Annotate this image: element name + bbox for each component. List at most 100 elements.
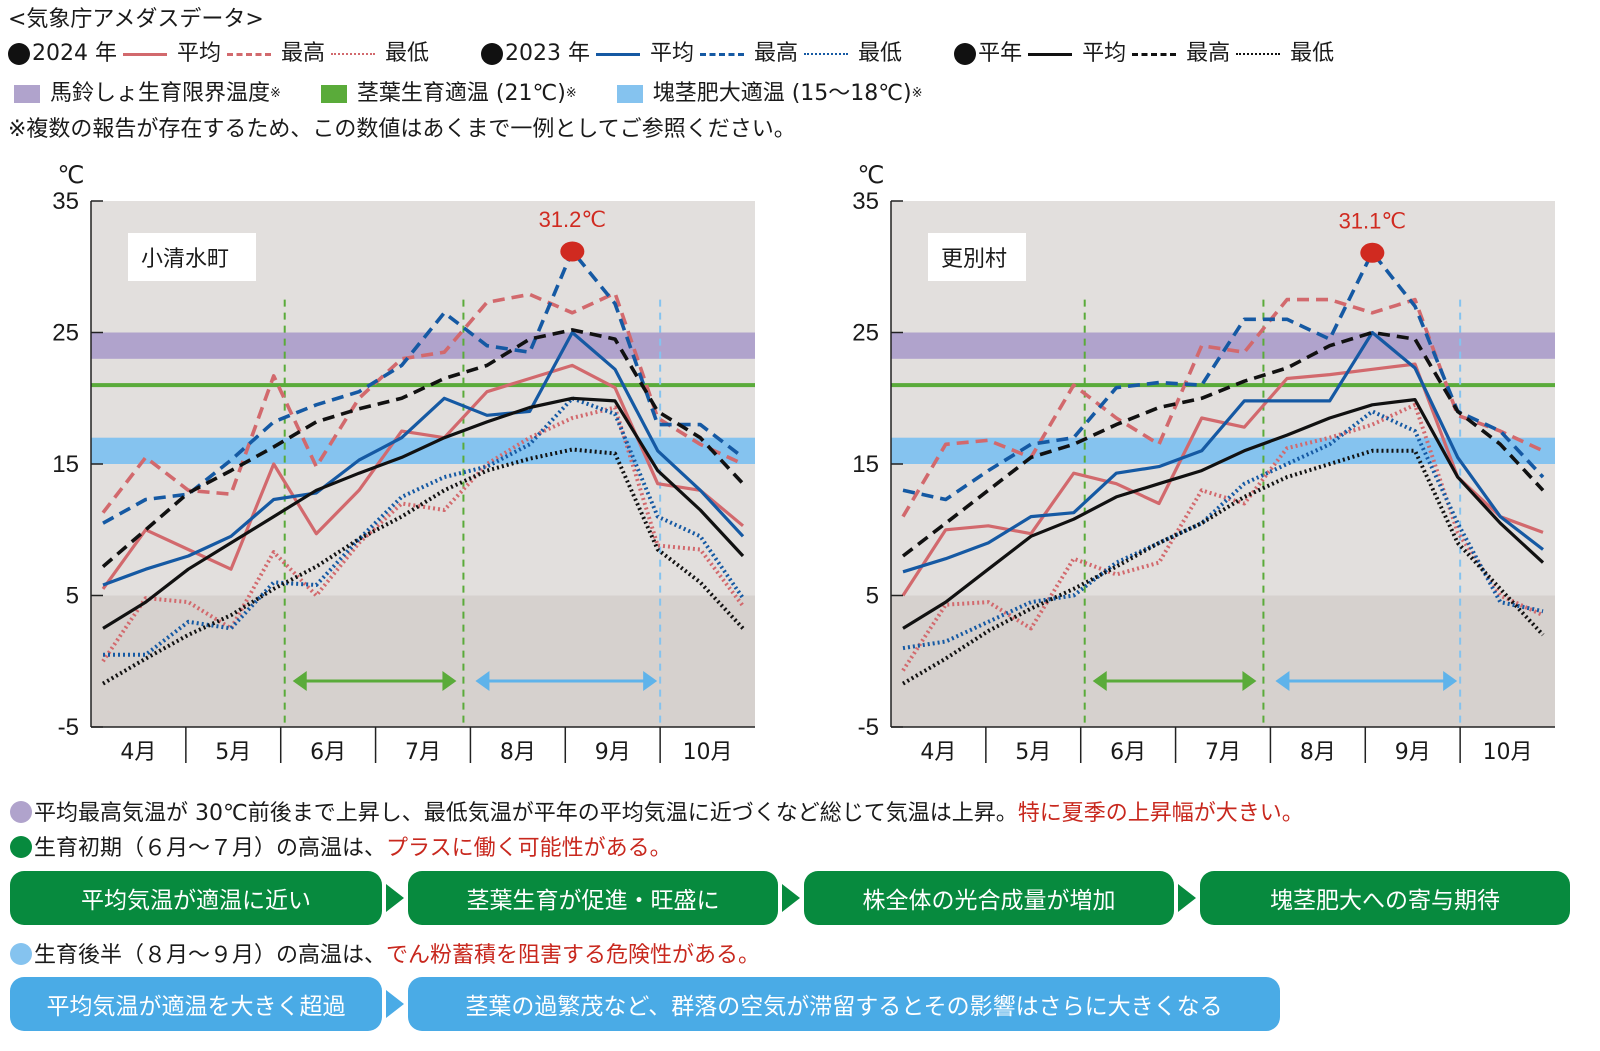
footnote-mark: ※ — [270, 86, 281, 101]
x-tick-label: 10月 — [1483, 740, 1533, 765]
arrowhead-right-icon — [1443, 670, 1458, 691]
flow-box: 茎葉生育が促進・旺盛に — [408, 871, 778, 925]
note-highlight: 特に夏季の上昇幅が大きい。 — [1017, 801, 1304, 826]
y-tick-label: 25 — [52, 320, 79, 347]
series-line-平年-平均 — [902, 398, 1545, 630]
y-tick-label: 5 — [866, 583, 879, 610]
purple-bullet-icon — [10, 801, 32, 823]
series-line-平年-最高 — [901, 330, 1545, 558]
x-tick-label: 6月 — [1110, 740, 1146, 765]
line-foliage-optimum — [891, 383, 1555, 388]
y-axis-unit: ℃ — [858, 162, 885, 189]
arrowhead-left-icon — [475, 670, 490, 691]
legend-group-2023: 2023 年 平均 最高 最低 — [481, 40, 902, 68]
footnote: ※複数の報告が存在するため、この数値はあくまで一例としてご参照ください。 — [8, 117, 796, 142]
series-line-2023-平均 — [102, 330, 745, 587]
arrowhead-left-icon — [1092, 670, 1107, 691]
flow-box: 茎葉の過繁茂など、群落の空気が滞留するとその影響はさらに大きくなる — [408, 977, 1280, 1031]
legend-label-min: 最低 — [1290, 41, 1335, 66]
band-legend: 馬鈴しょ生育限界温度 ※ 茎葉生育適温 (21℃) ※ 塊茎肥大適温 (15〜18℃… — [14, 80, 938, 108]
plot-bg-lower — [91, 595, 755, 727]
band-label: 馬鈴しょ生育限界温度 — [50, 81, 271, 106]
note-text: 生育初期（６月〜７月）の高温は、 — [34, 836, 387, 861]
x-tick-label: 7月 — [405, 740, 441, 765]
y-tick-label: -5 — [58, 714, 79, 741]
legend-year: 平年 — [978, 41, 1023, 66]
dashed-line-swatch — [700, 52, 745, 56]
x-tick-label: 5月 — [1015, 740, 1051, 765]
arrowhead-right-icon — [643, 670, 658, 691]
flow-late: 平均気温が適温を大きく超過 茎葉の過繁茂など、群落の空気が滞留するとその影響はさ… — [10, 977, 1280, 1031]
note-highlight: でん粉蓄積を阻害する危険性がある。 — [386, 943, 761, 968]
legend-label-avg: 平均 — [1082, 41, 1127, 66]
legend-year: 2024 年 — [32, 41, 117, 66]
series-line-2023-最高 — [902, 250, 1545, 502]
arrowhead-left-icon — [1275, 670, 1290, 691]
flow-arrow-icon — [386, 990, 404, 1018]
series-line-2023-最高 — [102, 249, 745, 525]
x-tick-label: 5月 — [215, 740, 251, 765]
y-tick-label: 15 — [52, 451, 79, 478]
x-tick-label: 7月 — [1205, 740, 1241, 765]
x-tick-label: 6月 — [310, 740, 346, 765]
flow-box: 平均気温が適温に近い — [10, 871, 382, 925]
dotted-line-swatch — [804, 53, 849, 55]
series-line-2023-平均 — [902, 330, 1544, 574]
legend-label-min: 最低 — [385, 41, 430, 66]
band-tuber-optimum — [91, 437, 755, 464]
flow-arrow-icon — [1178, 884, 1196, 912]
x-tick-label: 4月 — [920, 740, 956, 765]
band-label: 茎葉生育適温 (21℃) — [356, 81, 566, 106]
data-source-label: <気象庁アメダスデータ> — [8, 7, 264, 32]
note-text: 生育後半（８月〜９月）の高温は、 — [34, 943, 387, 968]
legend-label-max: 最高 — [754, 41, 799, 66]
solid-line-swatch — [1028, 52, 1073, 56]
green-bullet-icon — [10, 836, 32, 858]
chart-sarabetsu: 31.1℃ 35 25 15 5 -5 ℃ 4月 5月 6月 7月 8月 9月 10月 更別村 — [800, 150, 1600, 790]
band-growth-limit — [891, 332, 1555, 359]
peak-label: 31.1℃ — [1339, 208, 1407, 233]
footnote-mark: ※ — [565, 86, 577, 101]
x-tick-label: 10月 — [683, 740, 733, 765]
purple-swatch — [14, 85, 40, 103]
location-label-box — [928, 233, 1026, 281]
x-tick-label: 4月 — [120, 740, 156, 765]
series-line-平年-最低 — [101, 447, 745, 686]
legend-year: 2023 年 — [505, 41, 591, 66]
dotted-line-swatch — [1236, 53, 1281, 55]
series-line-平年-平均 — [102, 396, 745, 630]
legend-label-max: 最高 — [281, 41, 326, 66]
note-text: 平均最高気温が 30℃前後まで上昇し、最低気温が平年の平均気温に近づくなど総じて… — [34, 801, 1018, 826]
peak-label: 31.2℃ — [539, 207, 607, 232]
series-line-2023-最低 — [103, 396, 745, 657]
plot-bg-lower — [891, 595, 1555, 727]
flow-early: 平均気温が適温に近い 茎葉生育が促進・旺盛に 株全体の光合成量が増加 塊茎肥大へ… — [10, 871, 1570, 925]
note-early: 生育初期（６月〜７月）の高温は、プラスに働く可能性がある。 — [10, 835, 672, 863]
series-line-2024-最高 — [101, 291, 744, 514]
location-label: 小清水町 — [141, 247, 229, 272]
legend-bullet-icon — [481, 43, 504, 65]
location-label: 更別村 — [941, 247, 1007, 272]
legend-label-min: 最低 — [858, 41, 903, 66]
legend-label-avg: 平均 — [650, 41, 695, 66]
series-line-平年-最高 — [101, 328, 745, 568]
legend-group-normal: 平年 平均 最高 最低 — [954, 40, 1334, 68]
line-foliage-optimum — [91, 383, 755, 388]
band-legend-tuber: 塊茎肥大適温 (15〜18℃) ※ — [616, 80, 923, 108]
dashed-line-swatch — [1132, 52, 1177, 56]
legend-label-max: 最高 — [1186, 41, 1231, 66]
band-label: 塊茎肥大適温 (15〜18℃) — [652, 81, 912, 106]
legend-bullet-icon — [954, 43, 977, 65]
solid-line-swatch — [122, 52, 167, 56]
arrowhead-right-icon — [442, 670, 457, 691]
x-tick-label: 9月 — [595, 740, 631, 765]
legend-bullet-icon — [8, 43, 30, 65]
dotted-line-swatch — [331, 53, 376, 55]
location-label-box — [128, 233, 256, 281]
chart-svg-sarabetsu: 31.1℃ 35 25 15 5 -5 ℃ 4月 5月 6月 7月 8月 9月 10月 更別村 — [852, 162, 1555, 765]
legend-group-2024: 2024 年 平均 最高 最低 — [8, 40, 429, 68]
note-highlight: プラスに働く可能性がある。 — [386, 836, 672, 861]
flow-box: 株全体の光合成量が増加 — [804, 871, 1174, 925]
footnote-mark: ※ — [911, 86, 923, 101]
dashed-line-swatch — [227, 52, 271, 56]
